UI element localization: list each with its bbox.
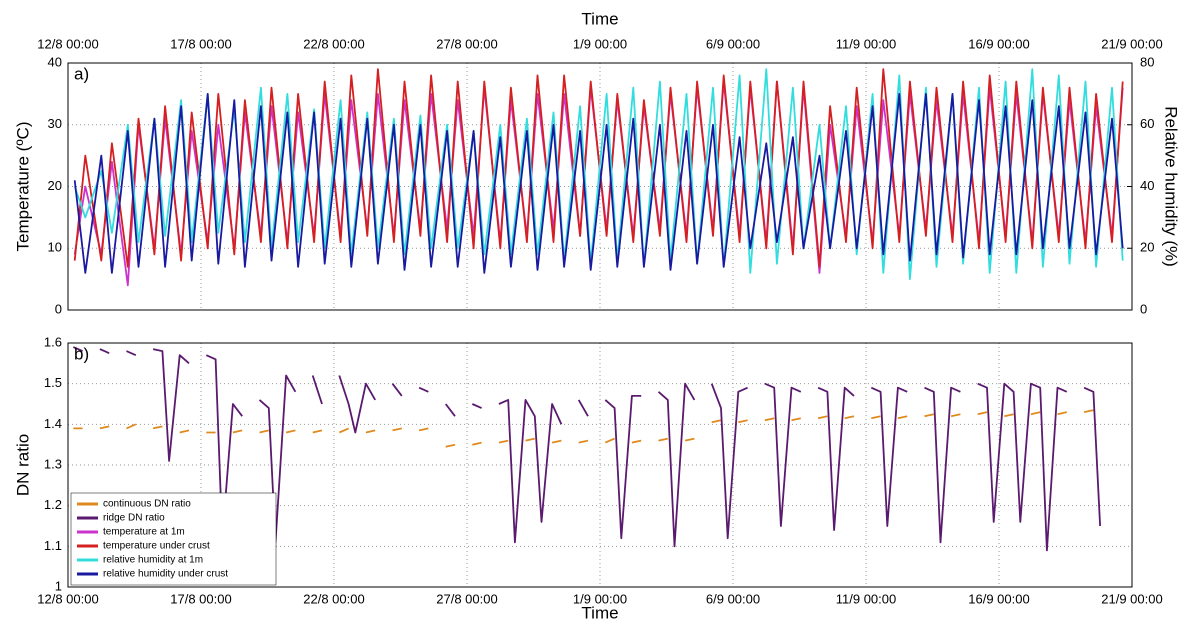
y-tick-label: 1 [55,578,62,593]
legend-label: relative humidity at 1m [103,555,203,566]
y2-tick-label: 0 [1140,301,1147,316]
x-axis-label: Time [581,603,618,622]
legend-label: continuous DN ratio [103,499,191,510]
y-tick-label: 1.4 [44,416,62,431]
x-tick-label: 22/8 00:00 [303,36,364,51]
y2-tick-label: 60 [1140,116,1154,131]
legend-box [70,492,277,586]
y-axis-label: Temperature (ºC) [13,122,32,252]
x-tick-label: 16/9 00:00 [968,591,1029,606]
y2-tick-label: 80 [1140,54,1154,69]
y-axis-label: DN ratio [13,434,32,496]
x-tick-label: 27/8 00:00 [436,36,497,51]
legend-label: temperature under crust [103,541,210,552]
frame [67,342,1133,588]
series-line [73,409,1094,448]
panel-label: b) [74,344,89,363]
x-tick-label: 17/8 00:00 [170,36,231,51]
y-tick-label: 0 [55,301,62,316]
legend-label: ridge DN ratio [103,513,165,524]
y-tick-label: 1.6 [44,334,62,349]
x-tick-label: 6/9 00:00 [706,591,760,606]
x-tick-label: 1/9 00:00 [573,591,627,606]
y2-tick-label: 20 [1140,240,1154,255]
panel-label: a) [74,64,89,83]
x-tick-label: 1/9 00:00 [573,36,627,51]
x-tick-label: 17/8 00:00 [170,591,231,606]
legend-label: relative humidity under crust [103,569,228,580]
x-tick-label: 11/9 00:00 [836,591,896,606]
x-tick-label: 22/8 00:00 [303,591,364,606]
x-tick-label: 11/9 00:00 [836,36,896,51]
legend-label: temperature at 1m [103,527,185,538]
axis-title: Time [581,9,618,28]
x-tick-label: 12/8 00:00 [37,591,98,606]
y-tick-label: 40 [48,54,62,69]
x-tick-label: 6/9 00:00 [706,36,760,51]
x-tick-label: 21/9 00:00 [1101,36,1162,51]
y-tick-label: 20 [48,178,62,193]
x-tick-label: 12/8 00:00 [37,36,98,51]
y-tick-label: 1.5 [44,375,62,390]
x-tick-label: 21/9 00:00 [1101,591,1162,606]
y-tick-label: 1.3 [44,456,62,471]
y-tick-label: 30 [48,116,62,131]
y-tick-label: 10 [48,240,62,255]
series-line [73,68,1124,268]
y-tick-label: 1.2 [44,497,62,512]
y2-tick-label: 40 [1140,178,1154,193]
x-tick-label: 27/8 00:00 [436,591,497,606]
y-tick-label: 1.1 [44,538,62,553]
y2-axis-label: Relative humidity (%) [1162,106,1181,267]
series-line [73,93,1124,274]
x-tick-label: 16/9 00:00 [968,36,1029,51]
frame [67,62,1133,311]
